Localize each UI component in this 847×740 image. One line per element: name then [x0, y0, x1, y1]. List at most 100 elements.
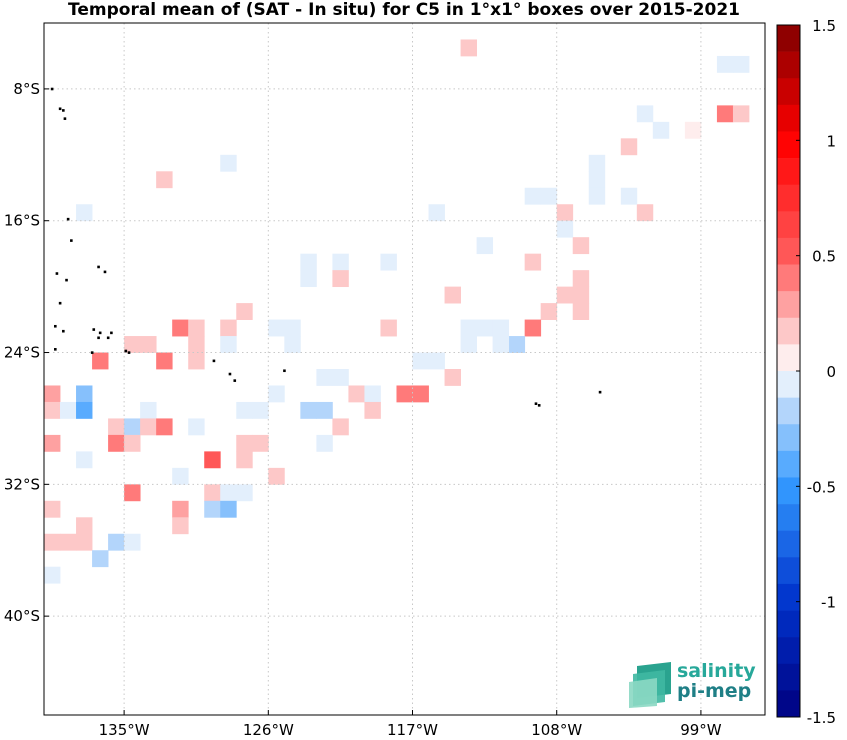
x-tick-label: 135°W [99, 721, 150, 739]
island-marker [97, 265, 100, 269]
data-cell [172, 517, 189, 535]
data-cell [220, 336, 237, 353]
data-cell [460, 39, 477, 57]
data-cell [492, 319, 510, 337]
data-cell [556, 204, 574, 222]
data-cell [108, 418, 125, 436]
data-cell [236, 451, 253, 469]
island-marker [92, 328, 96, 331]
data-cell [76, 401, 93, 419]
island-marker [537, 404, 541, 407]
data-cell [412, 352, 429, 370]
island-marker [127, 351, 131, 354]
data-cell [156, 171, 173, 189]
data-cell [620, 138, 638, 156]
data-cell [428, 204, 445, 222]
data-cell [60, 401, 77, 419]
data-cell [284, 336, 301, 353]
x-tick-label: 126°W [243, 721, 294, 739]
latitude-ticks: 8°S 16°S 24°S 32°S 40°S [4, 80, 49, 625]
wave-logo-icon [629, 662, 671, 708]
data-cell [44, 566, 61, 584]
colorbar-segment [777, 530, 800, 558]
data-cell [492, 336, 510, 353]
data-cell [636, 105, 654, 123]
data-cell [396, 385, 413, 403]
data-cell [316, 369, 333, 386]
data-cell [172, 319, 189, 337]
island-marker [62, 329, 65, 333]
data-cell [588, 171, 606, 189]
data-cell [108, 533, 125, 551]
data-cell [444, 286, 461, 304]
data-cell [732, 105, 750, 123]
colorbar-segment [777, 131, 800, 159]
data-cell [300, 401, 317, 419]
data-cell [476, 237, 494, 255]
data-cell [44, 385, 61, 403]
data-cell [476, 319, 494, 337]
data-cell [412, 385, 429, 403]
island-marker [50, 87, 54, 91]
salinity-pi-mep-logo: salinity pi-mep [627, 660, 757, 710]
data-cell [172, 500, 189, 518]
island-markers [50, 87, 602, 407]
data-cell [316, 401, 333, 419]
data-cell [76, 533, 93, 551]
data-cell [76, 451, 93, 469]
y-tick-label: 16°S [4, 212, 40, 230]
island-marker [58, 301, 62, 305]
data-cell [332, 418, 349, 436]
colorbar-segment [777, 371, 800, 398]
y-tick-label: 24°S [4, 344, 40, 362]
data-cell [636, 204, 654, 222]
data-cell [364, 385, 381, 403]
colorbar-segment [777, 637, 800, 665]
data-cell [252, 401, 269, 419]
data-cell [380, 319, 397, 337]
island-marker [97, 336, 100, 340]
data-cell [652, 121, 670, 139]
colorbar-segment [777, 583, 800, 611]
data-cell [268, 467, 285, 485]
data-cell [44, 401, 61, 419]
data-cell [300, 270, 317, 288]
data-cell [188, 418, 205, 436]
island-marker [98, 331, 102, 335]
graticule-grid [44, 23, 765, 715]
data-cell [540, 187, 558, 205]
data-cell [92, 352, 109, 370]
colorbar-tick-label: 1 [826, 132, 836, 150]
colorbar-segment [777, 477, 800, 505]
colorbar-segment [777, 78, 800, 106]
island-marker [233, 379, 237, 382]
data-cell [188, 336, 205, 353]
data-cell [460, 336, 477, 353]
colorbar-segment [777, 51, 800, 79]
data-cell [140, 336, 157, 353]
logo-text-salinity: salinity [677, 660, 756, 682]
colorbar-tick-label: -1 [821, 594, 836, 612]
colorbar-segment [777, 237, 800, 265]
colorbar-segment [777, 158, 800, 185]
data-cell [444, 369, 461, 386]
island-marker [110, 331, 113, 335]
data-cell [220, 319, 237, 337]
island-marker [598, 390, 602, 394]
data-cell [60, 533, 77, 551]
data-cell [364, 401, 381, 419]
data-cell [236, 484, 253, 502]
island-marker [70, 239, 73, 242]
data-cell [140, 401, 157, 419]
colorbar-segment [777, 317, 800, 345]
data-cell [140, 418, 157, 436]
data-cell [124, 434, 141, 452]
data-cells [44, 39, 750, 584]
island-marker [55, 272, 59, 275]
data-cell [76, 517, 93, 535]
data-cell [716, 55, 734, 73]
logo-text-pi-mep: pi-mep [677, 680, 752, 702]
data-cell [348, 385, 365, 403]
data-cell [92, 550, 109, 568]
island-marker [90, 351, 94, 354]
